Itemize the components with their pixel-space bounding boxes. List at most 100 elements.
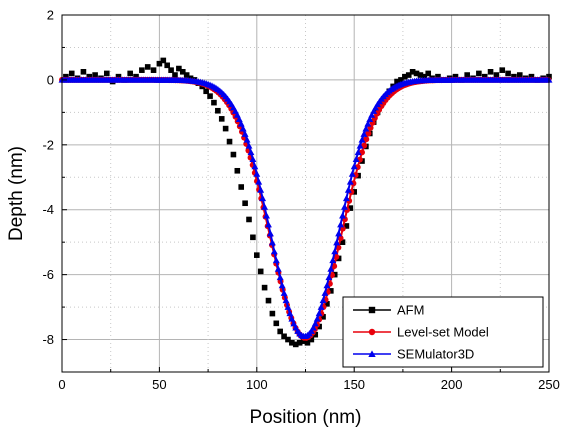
data-point: [172, 72, 178, 78]
data-point: [421, 73, 428, 80]
data-point: [253, 170, 261, 177]
data-point: [168, 67, 174, 73]
data-point: [226, 138, 233, 145]
data-point: [257, 268, 264, 275]
data-point: [255, 178, 263, 185]
data-point: [358, 136, 366, 143]
data-point: [139, 67, 145, 73]
data-point: [362, 125, 370, 132]
data-point: [516, 72, 523, 78]
data-point: [281, 333, 287, 340]
data-point: [363, 136, 370, 143]
data-point: [280, 289, 288, 296]
data-point: [68, 70, 75, 77]
data-point: [327, 265, 335, 272]
x-tick-label: 50: [152, 377, 166, 392]
data-point: [398, 77, 404, 83]
data-point: [265, 297, 272, 304]
data-point: [364, 120, 372, 127]
data-point: [207, 93, 213, 99]
data-point: [337, 235, 344, 242]
data-point: [277, 328, 283, 335]
data-point: [265, 221, 272, 228]
data-point: [263, 212, 270, 219]
y-tick-label: -4: [42, 202, 54, 217]
data-point: [315, 309, 323, 317]
data-point: [282, 296, 290, 304]
data-point: [238, 184, 245, 190]
data-point: [342, 194, 350, 202]
x-tick-label: 100: [246, 377, 268, 392]
data-point: [331, 248, 339, 255]
data-point: [241, 130, 249, 137]
data-point: [257, 186, 265, 193]
data-point: [176, 65, 182, 72]
data-point: [320, 314, 326, 320]
data-point: [183, 72, 190, 78]
data-point: [300, 338, 307, 344]
plot-area-series: [58, 57, 553, 348]
data-point: [347, 205, 354, 211]
data-point: [203, 88, 209, 95]
data-point: [272, 256, 280, 264]
data-point: [372, 104, 380, 111]
y-axis-title: Depth (nm): [6, 146, 27, 241]
x-tick-label: 200: [441, 377, 463, 392]
data-point: [270, 248, 278, 255]
data-point: [276, 273, 284, 281]
data-point: [266, 230, 274, 237]
data-point: [92, 72, 98, 78]
data-point: [274, 265, 282, 272]
legend-marker: [368, 306, 376, 314]
data-point: [311, 320, 319, 327]
data-point: [328, 288, 334, 294]
data-point: [339, 239, 346, 245]
legend-item: SEMulator3D: [353, 347, 474, 362]
data-point: [409, 68, 416, 75]
data-point: [164, 62, 170, 69]
data-point: [288, 315, 296, 322]
legend-item: AFM: [353, 303, 424, 318]
data-point: [289, 339, 295, 346]
data-point: [323, 282, 331, 289]
data-point: [259, 194, 267, 202]
data-point: [333, 239, 341, 246]
axis-ticks: 0 50 100 150 200 250 2 0 -2 -4 -6 -8: [42, 8, 559, 393]
data-point: [278, 282, 286, 289]
data-point: [356, 142, 364, 149]
y-tick-label: -6: [42, 267, 54, 282]
legend-label: AFM: [397, 303, 424, 318]
data-point: [313, 315, 321, 322]
data-point: [499, 67, 506, 73]
data-point: [324, 301, 330, 307]
data-point: [329, 256, 337, 264]
data-point: [348, 170, 356, 177]
y-tick-label: 2: [47, 8, 54, 23]
data-point: [365, 130, 372, 137]
y-tick-label: 0: [47, 72, 54, 87]
data-point: [319, 296, 327, 304]
data-point: [304, 339, 311, 346]
data-point: [235, 115, 243, 122]
data-point: [249, 155, 257, 162]
data-point: [370, 107, 378, 114]
legend-marker: [368, 350, 376, 357]
legend-marker: [368, 328, 376, 336]
data-point: [237, 120, 245, 127]
y-tick-label: -2: [42, 137, 54, 152]
data-point: [247, 148, 255, 156]
data-point: [296, 339, 303, 346]
data-point: [394, 78, 400, 85]
legend: AFM Level-set Model SEMulator3D: [342, 296, 544, 368]
data-point: [268, 239, 276, 246]
data-point: [230, 151, 237, 158]
data-point: [144, 64, 151, 70]
data-point: [476, 70, 482, 77]
data-point: [317, 303, 325, 310]
data-point: [150, 67, 157, 73]
data-point: [239, 125, 247, 132]
data-point: [251, 162, 259, 170]
data-point: [344, 186, 352, 193]
x-tick-label: 0: [58, 377, 65, 392]
